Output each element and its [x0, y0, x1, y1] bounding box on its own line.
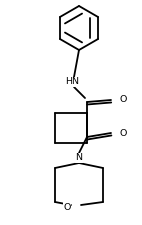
- Text: O: O: [119, 95, 126, 104]
- Text: O: O: [119, 128, 126, 137]
- Text: HN: HN: [65, 77, 79, 86]
- Text: N: N: [76, 153, 83, 162]
- Text: O: O: [63, 202, 71, 211]
